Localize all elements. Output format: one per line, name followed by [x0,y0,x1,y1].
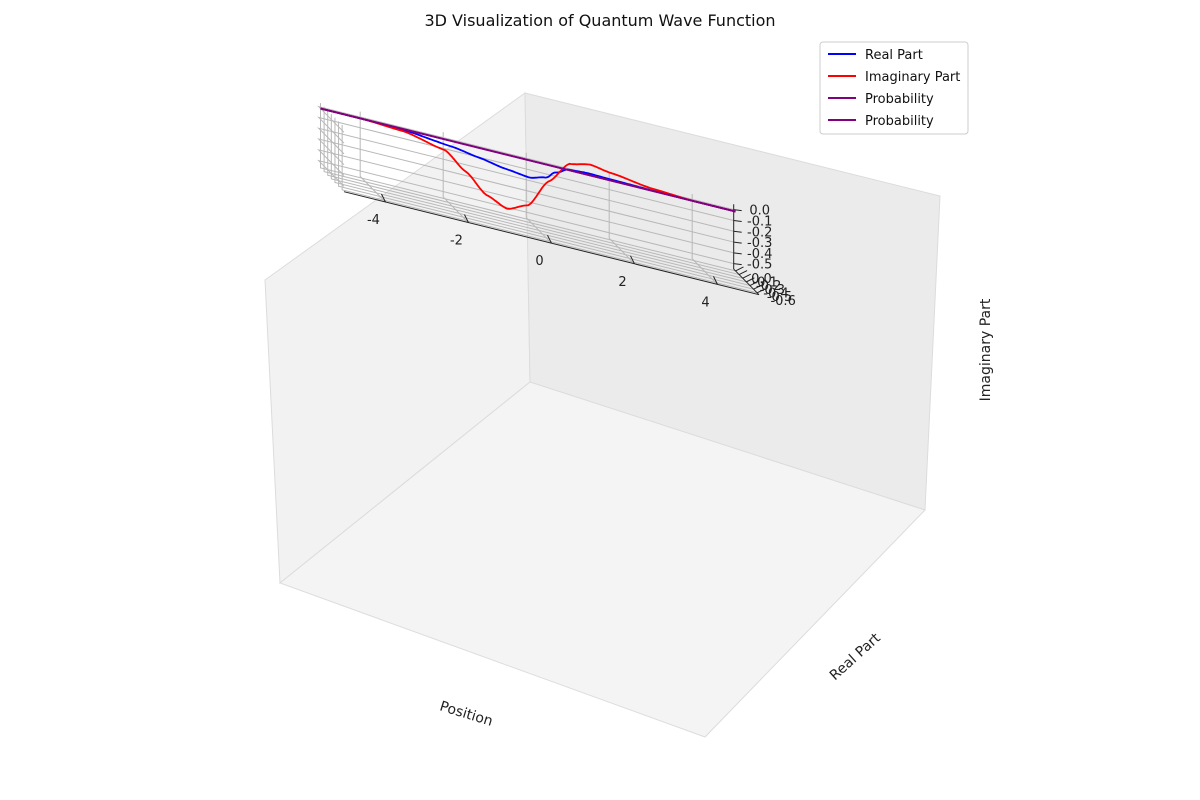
z-tick-label: -0.4 [747,247,772,262]
x-tick-label: 0 [535,254,543,269]
y-tick-mark [749,281,759,286]
z-tick-mark [733,230,742,233]
x-tick-mark [630,255,635,265]
legend-entry: Imaginary Part [865,70,960,85]
x-tick-label: 2 [618,275,626,290]
x-tick-mark [464,214,469,223]
y-tick-label: -0.3 [760,283,785,298]
y-tick-mark [756,288,766,294]
z-axis-label: Imaginary Part [978,298,994,401]
grid-lines [317,103,758,294]
x-tick-label: -2 [450,234,463,249]
x-tick-mark [381,193,386,203]
y-tick-label: -0.2 [756,279,781,294]
y-tick-mark [742,273,751,279]
y-grid-line [320,103,736,272]
z-tick-mark [733,263,742,266]
y-tick-mark [753,284,762,290]
z-grid-line [317,159,734,265]
pane-floor [278,381,926,738]
y-tick-mark [735,266,744,272]
legend: Real Part Imaginary Part Probability Probab… [819,41,969,135]
y-grid-line [341,125,758,294]
z-tick-label: -0.5 [747,258,772,273]
x-tick-label: 4 [701,295,709,310]
y-tick-label: -0.1 [752,276,777,291]
z-grid-line [317,148,734,254]
z-tick-label: -0.3 [747,236,772,251]
legend-entry: Probability [865,92,934,107]
y-tick-label: 0.0 [751,272,772,287]
x-axis-line [343,191,760,296]
y-grid-line [327,110,743,279]
series-lines [320,107,736,213]
imaginary-part-line [320,107,736,213]
y-grid-line [323,106,740,276]
z-tick-mark [733,241,742,244]
x-axis-label: Position [438,699,495,730]
z-tick-label: -0.1 [747,214,772,229]
y-axis-line [733,268,760,296]
legend-entry: Probability [865,114,934,129]
legend-entry: Real Part [865,48,923,63]
z-tick-label: -0.2 [747,225,772,240]
legend-box [819,41,969,135]
y-tick-label: -0.6 [770,294,795,309]
z-grid-line [317,116,734,221]
y-grid-line [338,121,754,290]
z-tick-mark [733,252,742,255]
z-grid-line [317,127,734,232]
x-tick-mark [547,234,552,244]
z-grid-line [317,138,734,243]
chart-title: 3D Visualization of Quantum Wave Functio… [424,11,775,30]
y-tick-mark [746,277,755,283]
y-tick-label: -0.5 [767,290,792,305]
y-grid-line [334,117,751,287]
y-tick-mark [738,270,748,276]
z-tick-mark [733,219,742,222]
probability-line-2 [320,107,736,213]
y-tick-label: -0.4 [763,287,788,302]
y-grid-line [330,114,747,283]
z-tick-label: 0.0 [749,204,770,219]
x-tick-mark [713,276,718,285]
x-tick-label: -4 [367,213,380,228]
z-tick-mark [733,209,742,212]
y-axis-label: Real Part [827,630,884,684]
